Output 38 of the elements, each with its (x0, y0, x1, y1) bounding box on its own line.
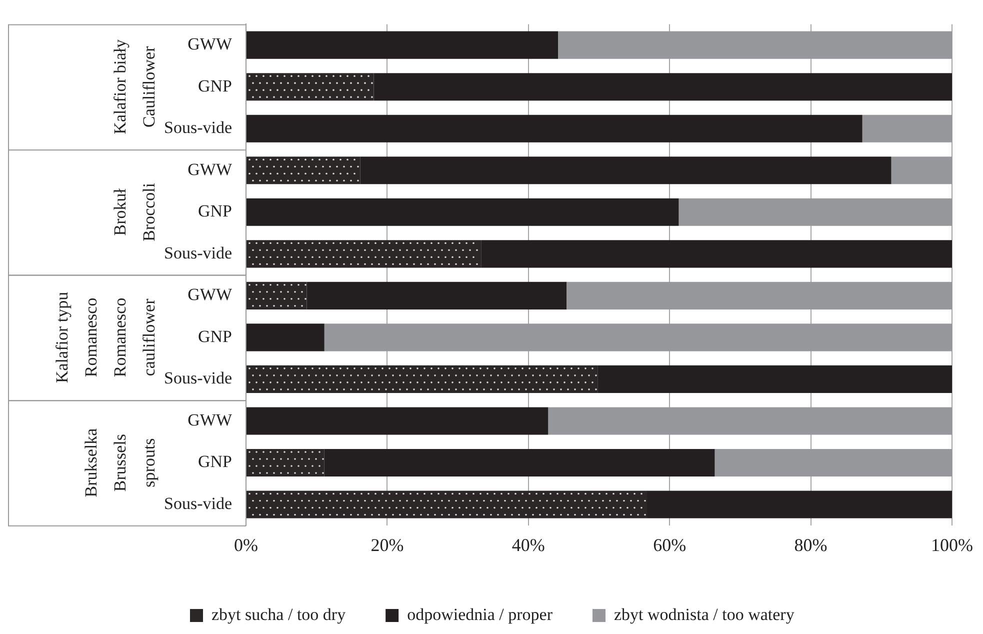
text: Brokuł Broccoli (110, 182, 158, 242)
y-tick-label: GNP (198, 326, 232, 346)
bar (246, 114, 862, 142)
bar (862, 114, 952, 142)
legend-label: zbyt sucha / too dry (212, 604, 346, 624)
y-tick-label: GNP (198, 202, 232, 221)
y-tick-label: GWW (188, 160, 233, 179)
y-tick-label: GNP (198, 76, 232, 96)
y-tick-label: GWW (188, 285, 233, 304)
y-tick-label: Sous-vide (164, 368, 232, 388)
x-tick-label: 40% (512, 534, 545, 555)
bar (678, 198, 952, 226)
x-tick-label: 0% (234, 534, 258, 555)
x-tick-label: 80% (794, 534, 828, 555)
bar (246, 31, 558, 59)
bar (714, 448, 952, 477)
bar (891, 156, 952, 184)
text: Kalafior biały Cauliflower (110, 38, 158, 134)
bar (324, 324, 952, 352)
y-tick-label: Sous-vide (164, 494, 232, 513)
legend-label: odpowiednia / proper (407, 604, 553, 624)
y-tick-label: GWW (188, 410, 233, 430)
text: Brukselka Brussels sprouts (81, 428, 158, 498)
y-tick-label: GWW (188, 34, 233, 54)
x-tick-label: 60% (653, 534, 686, 555)
x-tick-label: 100% (931, 534, 974, 555)
bar (548, 407, 952, 435)
bar (246, 324, 324, 352)
legend-label: zbyt wodnista / too watery (614, 604, 795, 624)
y-tick-label: Sous-vide (164, 118, 232, 138)
text: Kalafior typu Romanesco Romanesco cauliflower (52, 291, 158, 384)
y-tick-label: GNP (198, 452, 232, 472)
bar (246, 407, 548, 435)
bar (558, 31, 952, 59)
y-tick-label: Sous-vide (164, 243, 232, 262)
bar (566, 282, 952, 310)
x-tick-label: 20% (370, 534, 404, 555)
bar (246, 198, 679, 226)
